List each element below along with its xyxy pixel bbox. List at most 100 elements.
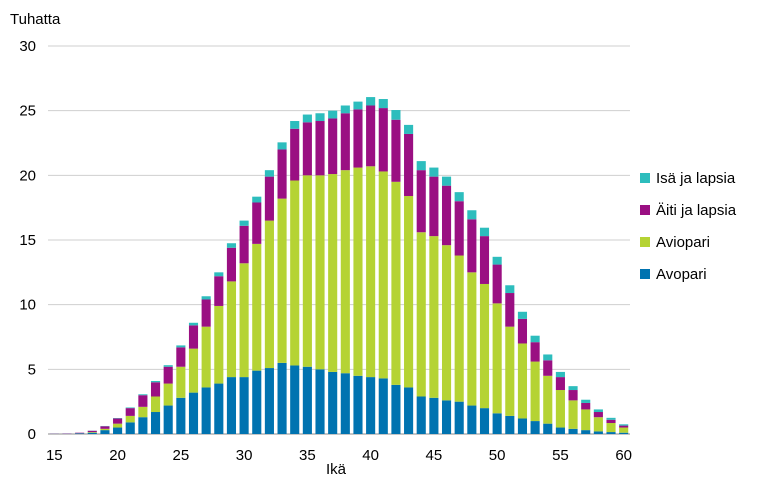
bar-segment (619, 424, 629, 426)
bar-segment (517, 343, 528, 419)
bar-segment (581, 402, 591, 410)
bar-segment (226, 377, 237, 434)
legend-swatch (640, 173, 650, 183)
unit-label: Tuhatta (10, 11, 61, 28)
bar-segment (150, 382, 161, 397)
bar-segment (340, 113, 350, 171)
bar-segment (606, 423, 616, 433)
bar-segment (201, 326, 211, 388)
y-tick-label: 25 (19, 103, 36, 120)
legend-item: Avopari (640, 265, 765, 283)
bar-segment (593, 409, 603, 413)
bar-segment (163, 405, 173, 434)
bar-segment (416, 161, 426, 171)
bar-segment (378, 378, 388, 434)
bar-segment (264, 176, 274, 221)
bar-segment (188, 322, 199, 326)
bar-segment (479, 283, 490, 409)
bar-segment (290, 365, 300, 434)
bar-segment (543, 423, 553, 434)
bar-segment (568, 386, 578, 391)
bar-segment (302, 114, 312, 123)
bar-segment (302, 175, 312, 367)
bar-segment (555, 371, 565, 378)
bar-segment (441, 245, 452, 401)
legend-label: Avopari (656, 265, 707, 283)
bar-segment (543, 375, 553, 424)
bar-segment (568, 390, 578, 401)
bar-segment (581, 409, 591, 431)
bar-segment (454, 401, 464, 434)
bar-segment (239, 220, 249, 226)
bar-segment (530, 421, 540, 434)
legend: Isä ja lapsia Äiti ja lapsia Aviopari Avopa… (640, 170, 765, 298)
bar-segment (163, 366, 173, 384)
bar-segment (467, 405, 477, 434)
bar-segment (277, 142, 287, 150)
bar-segment (188, 348, 199, 393)
bar-segment (138, 406, 148, 418)
bar-segment (505, 415, 515, 434)
bar-segment (530, 361, 540, 422)
bar-segment (100, 428, 110, 431)
bar-segment (505, 293, 515, 327)
bar-segment (404, 133, 414, 197)
bar-segment (163, 365, 173, 367)
bar-segment (492, 256, 502, 265)
bar-segment (505, 326, 515, 416)
bar-segment (391, 110, 401, 120)
bar-segment (302, 366, 312, 434)
bar-segment (328, 110, 338, 119)
bar-segment (429, 236, 439, 398)
bar-segment (328, 174, 338, 372)
bar-segment (479, 408, 490, 434)
bar-segment (87, 432, 97, 433)
legend-label: Äiti ja lapsia (656, 201, 737, 219)
bar-segment (581, 399, 591, 403)
bar-segment (429, 397, 439, 434)
bar-segment (290, 121, 300, 129)
bar-segment (391, 181, 401, 385)
bar-segment (87, 432, 97, 434)
bar-segment (113, 427, 123, 434)
bar-segment (75, 432, 85, 434)
bar-segment (163, 383, 173, 406)
bar-segment (176, 347, 186, 367)
bar-segment (264, 368, 274, 434)
legend-item: Isä ja lapsia (640, 170, 765, 187)
bar-segment (454, 201, 464, 256)
bar-segment (404, 196, 414, 388)
bar-segment (201, 296, 211, 300)
bar-segment (150, 380, 161, 383)
x-tick-label: 40 (362, 447, 379, 464)
bar-segment (619, 432, 629, 434)
bar-segment (441, 400, 452, 434)
bar-segment (429, 167, 439, 177)
bar-segment (226, 281, 237, 378)
x-tick-label: 35 (299, 447, 316, 464)
legend-swatch (640, 237, 650, 247)
bar-segment (416, 396, 426, 434)
bar-segment (606, 417, 616, 420)
x-tick-label: 50 (489, 447, 506, 464)
bar-segment (353, 101, 363, 110)
bar-segment (619, 425, 629, 428)
bar-segment (290, 180, 300, 366)
bar-stacks (49, 97, 629, 434)
bar-segment (315, 113, 325, 122)
bar-segment (492, 303, 502, 414)
bar-segment (252, 243, 262, 371)
bar-segment (378, 171, 388, 379)
bar-segment (593, 412, 603, 418)
bar-segment (593, 431, 603, 434)
bar-segment (378, 108, 388, 172)
bar-segment (366, 105, 376, 167)
bar-segment (619, 427, 629, 433)
bar-segment (366, 166, 376, 378)
bar-segment (606, 432, 616, 434)
bar-segment (416, 232, 426, 397)
bar-segment (555, 427, 565, 434)
y-tick-label: 10 (19, 297, 36, 314)
bar-segment (125, 408, 135, 416)
